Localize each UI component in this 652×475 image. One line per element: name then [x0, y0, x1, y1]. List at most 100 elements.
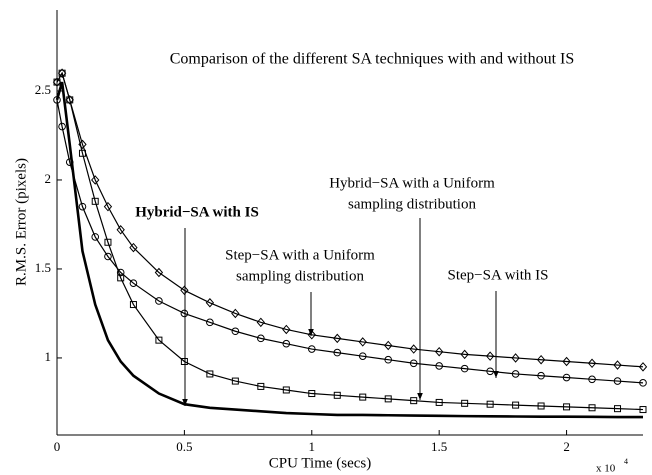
series-marker — [155, 336, 163, 344]
series-marker — [91, 175, 100, 185]
series-marker — [587, 358, 597, 369]
series-line — [56, 71, 644, 411]
annotation-text: Step−SA with IS — [448, 267, 549, 283]
series-marker — [435, 398, 443, 406]
series-marker — [116, 225, 125, 235]
series-marker — [614, 405, 622, 413]
series-marker — [65, 95, 74, 105]
series-marker — [588, 375, 596, 384]
series-marker — [307, 345, 316, 353]
series-marker — [58, 69, 66, 77]
series-marker — [52, 77, 62, 87]
series-marker — [384, 355, 393, 364]
y-tick-label: 2.5 — [35, 82, 51, 97]
series-marker — [308, 390, 316, 398]
series-line — [55, 81, 643, 419]
series-marker — [461, 399, 469, 407]
series-marker — [333, 333, 342, 344]
series-marker — [206, 318, 214, 327]
series-marker — [282, 386, 290, 394]
series-marker — [536, 354, 546, 365]
x-tick-label: 2 — [563, 439, 570, 454]
series-marker — [231, 308, 240, 319]
y-tick-label: 2 — [45, 171, 52, 186]
series-marker — [409, 344, 418, 354]
series-marker — [613, 377, 622, 385]
series-marker — [511, 370, 520, 378]
x-tick-label: 0 — [54, 439, 61, 454]
series-marker — [129, 242, 138, 253]
series-marker — [613, 360, 622, 370]
series-marker — [639, 406, 647, 414]
annotation-text: Hybrid−SA with IS — [135, 204, 259, 220]
series-marker — [78, 202, 87, 211]
annotation-text: Step−SA with a Uniform — [225, 247, 375, 263]
series-marker — [154, 267, 164, 278]
series-marker — [78, 149, 86, 157]
series-marker — [638, 362, 648, 372]
series-marker — [180, 285, 189, 296]
series-marker — [57, 68, 67, 78]
series-line — [56, 71, 644, 368]
series-marker — [562, 356, 571, 367]
x-tick-label: 1 — [309, 439, 316, 454]
series-marker — [537, 402, 545, 410]
series-marker — [485, 351, 495, 361]
series-marker — [384, 340, 393, 351]
series-marker — [384, 395, 392, 403]
series-marker — [65, 158, 74, 166]
series-marker — [205, 298, 215, 308]
series-marker — [53, 78, 61, 86]
series-marker — [282, 324, 291, 335]
series-marker — [460, 349, 469, 360]
series-marker — [116, 268, 125, 277]
y-axis-label: R.M.S. Error (pixels) — [13, 158, 29, 286]
series-marker — [588, 404, 596, 412]
x-tick-label: 1.5 — [431, 439, 447, 454]
series-marker — [180, 309, 189, 318]
series-marker — [129, 279, 138, 287]
series-marker — [410, 397, 418, 405]
y-tick-label: 1.5 — [35, 260, 51, 275]
series-marker — [231, 377, 239, 385]
series-marker — [66, 96, 74, 104]
series-marker — [231, 327, 240, 336]
annotation-text: sampling distribution — [236, 268, 364, 284]
series-marker — [104, 252, 112, 261]
series-marker — [180, 357, 188, 365]
series-marker — [460, 364, 469, 373]
series-marker — [91, 233, 100, 241]
series-marker — [103, 201, 113, 212]
series-marker — [333, 391, 341, 399]
series-marker — [91, 197, 99, 205]
series-marker — [359, 393, 367, 401]
series-marker — [257, 382, 265, 390]
series-marker — [563, 403, 571, 411]
series-marker — [358, 337, 367, 347]
series-line — [56, 99, 644, 384]
series-marker — [104, 238, 112, 246]
series-marker — [257, 334, 265, 343]
series-marker — [409, 359, 418, 368]
series-marker — [639, 379, 647, 387]
series-marker — [486, 400, 494, 408]
series-marker — [562, 373, 571, 382]
x-tick-label: 0.5 — [176, 439, 192, 454]
series-marker — [537, 371, 545, 380]
series-marker — [53, 96, 61, 104]
series-marker — [435, 362, 443, 370]
series-marker — [117, 274, 125, 282]
chart-title: Comparison of the different SA technique… — [170, 51, 575, 68]
series-marker — [282, 339, 291, 348]
x-multiplier: x 10 — [596, 463, 616, 475]
annotation-text: sampling distribution — [348, 196, 476, 212]
series-marker — [511, 353, 520, 363]
series-marker — [256, 317, 265, 328]
series-marker — [358, 352, 367, 360]
series-marker — [206, 370, 214, 378]
series-marker — [129, 301, 137, 309]
x-multiplier-exponent: 4 — [624, 457, 628, 466]
series-marker — [512, 401, 520, 409]
annotation-text: Hybrid−SA with a Uniform — [329, 175, 495, 191]
